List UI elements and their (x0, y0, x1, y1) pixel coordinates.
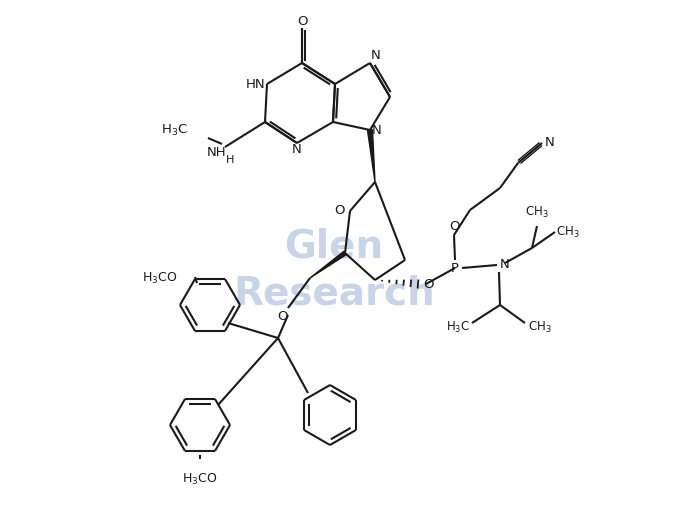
Text: H$_3$CO: H$_3$CO (182, 472, 218, 487)
Text: O: O (335, 204, 345, 217)
Text: H$_3$C: H$_3$C (446, 319, 470, 334)
Text: N: N (292, 143, 302, 156)
Text: N: N (372, 123, 381, 136)
Text: N: N (545, 136, 555, 150)
Text: Glen
Research: Glen Research (233, 228, 435, 313)
Text: NH: NH (207, 146, 226, 159)
Text: O: O (423, 278, 434, 291)
Text: HN: HN (246, 77, 265, 90)
Polygon shape (310, 251, 346, 278)
Text: CH$_3$: CH$_3$ (528, 319, 552, 334)
Text: CH$_3$: CH$_3$ (525, 205, 549, 220)
Text: H$_3$C: H$_3$C (161, 122, 188, 138)
Text: N: N (371, 49, 381, 62)
Text: H: H (226, 155, 234, 165)
Text: H$_3$CO: H$_3$CO (142, 270, 177, 285)
Text: P: P (451, 262, 459, 275)
Text: N: N (500, 258, 509, 271)
Text: CH$_3$: CH$_3$ (556, 225, 580, 240)
Text: O: O (296, 15, 307, 28)
Text: O: O (278, 310, 288, 323)
Polygon shape (367, 130, 375, 182)
Text: O: O (449, 220, 459, 233)
